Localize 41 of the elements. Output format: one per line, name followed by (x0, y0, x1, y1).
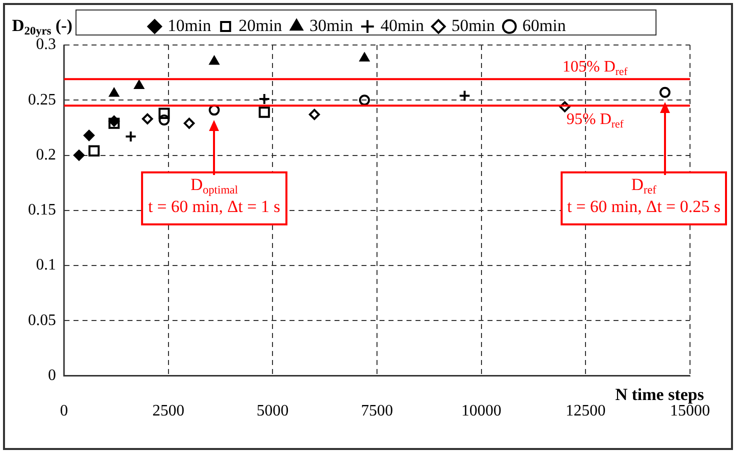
point (124, 130, 137, 143)
point (134, 80, 144, 90)
x-tick-label: 12500 (566, 402, 606, 420)
x-axis-title: N time steps (615, 385, 704, 404)
point (74, 150, 85, 161)
point (358, 94, 370, 106)
x-tick-label: 5000 (256, 402, 289, 420)
y-tick-label: 0.3 (36, 36, 56, 54)
point (258, 93, 270, 106)
legend-label: 30min (310, 16, 354, 35)
x-tick-label: 7500 (361, 402, 393, 420)
y-tick-label: 0.05 (28, 312, 56, 329)
legend-label: 40min (380, 16, 424, 35)
y-tick-label: 0 (48, 367, 56, 384)
y-tick-label: 0.25 (28, 91, 56, 108)
x-tick-label: 15000 (670, 402, 710, 420)
point (209, 56, 220, 65)
legend-label: 60min (522, 16, 566, 35)
point (360, 52, 370, 62)
legend-label: 50min (451, 16, 496, 35)
y-tick-label: 0.1 (36, 256, 56, 274)
legend-label: 20min (238, 16, 283, 35)
point (308, 108, 320, 120)
y-tick-label: 0.15 (28, 202, 56, 219)
point (208, 104, 220, 116)
point (158, 114, 170, 126)
point (158, 108, 170, 119)
point (109, 88, 119, 97)
point (258, 106, 270, 118)
point (184, 118, 195, 129)
y-tick-label: 0.2 (36, 146, 56, 164)
point (659, 86, 670, 98)
point (142, 113, 153, 124)
point (88, 145, 100, 156)
point (84, 130, 95, 141)
x-tick-label: 10000 (461, 402, 502, 420)
point (458, 90, 471, 102)
x-tick-label: 2500 (152, 402, 184, 420)
legend-label: 10min (168, 16, 212, 35)
point (559, 101, 570, 112)
x-tick-label: 0 (60, 402, 68, 420)
